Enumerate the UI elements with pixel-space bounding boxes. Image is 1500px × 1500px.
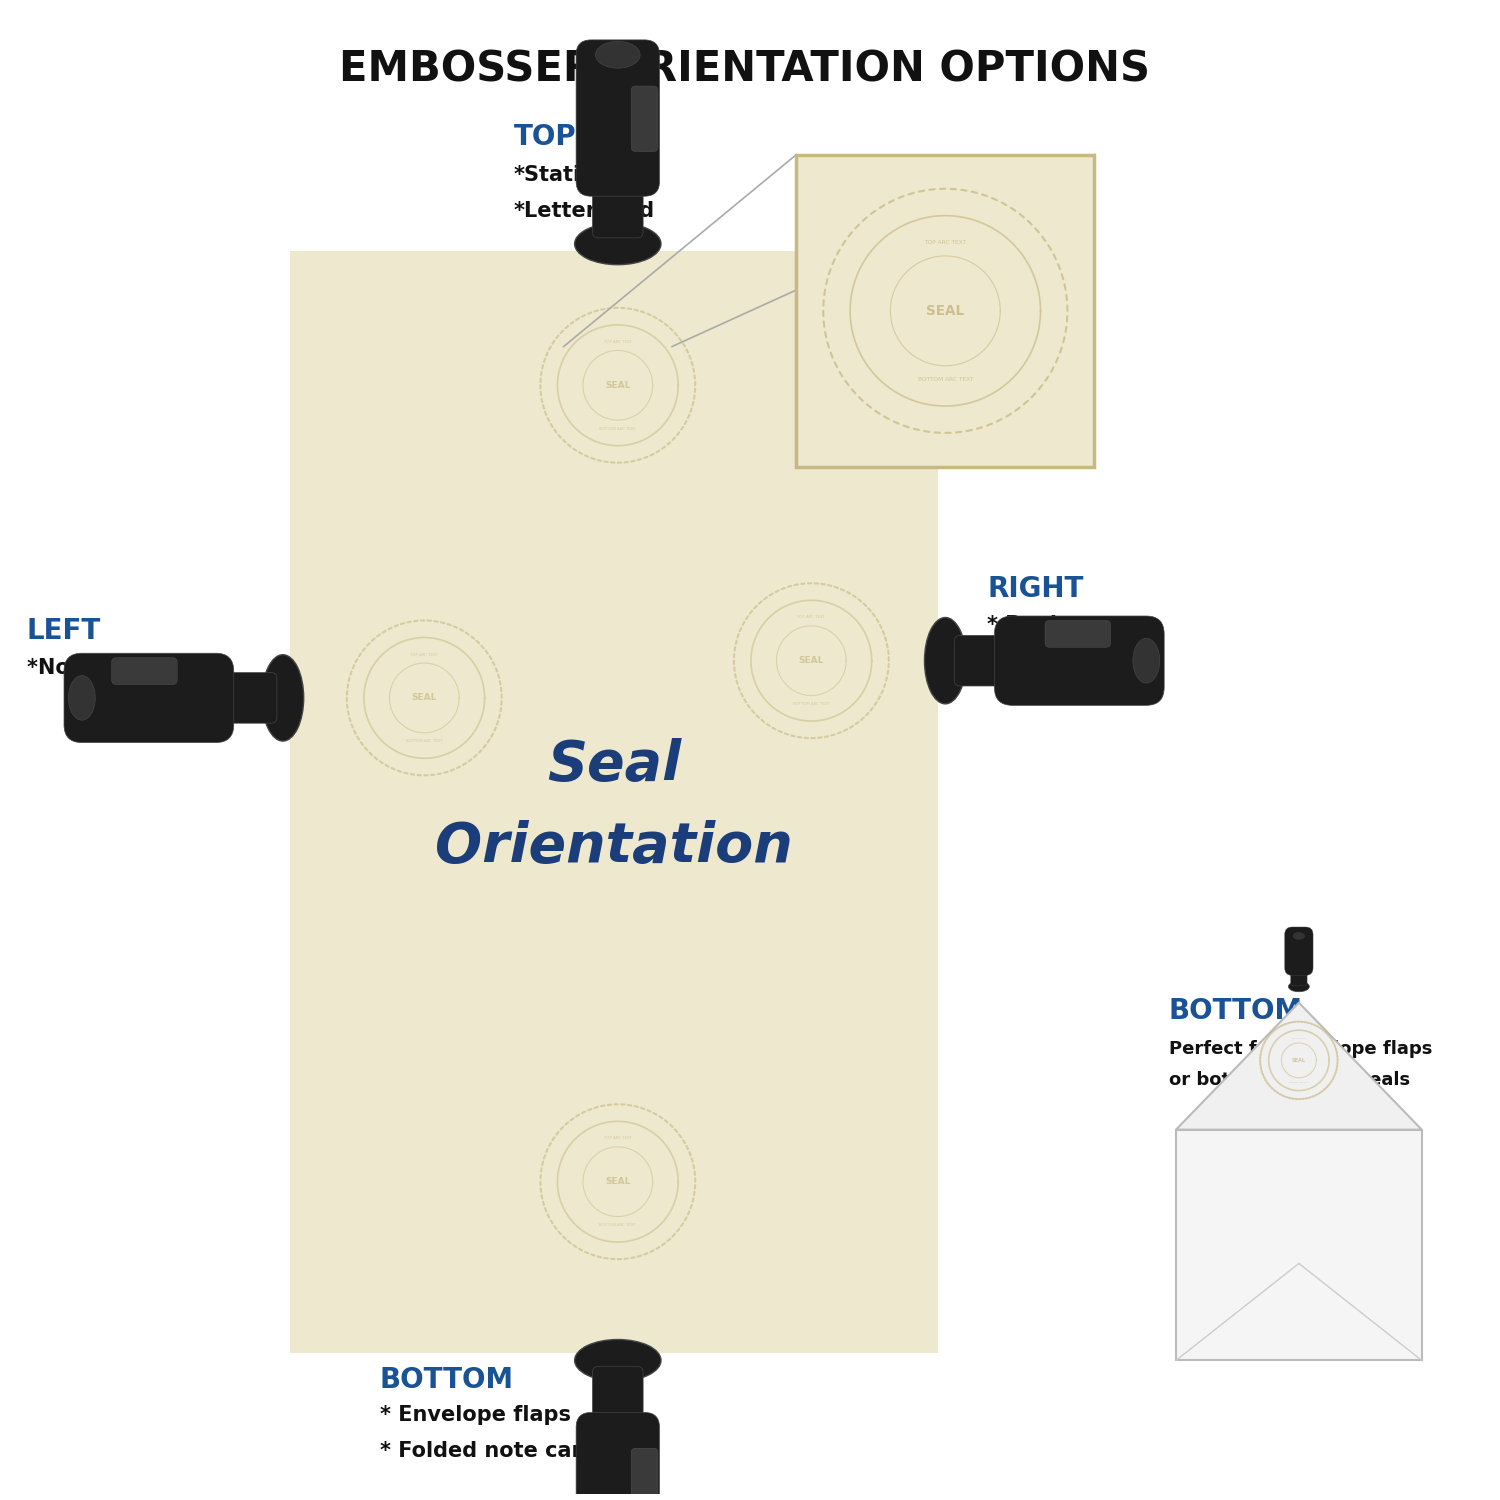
Ellipse shape (69, 675, 96, 720)
Ellipse shape (924, 618, 966, 704)
Text: BOTTOM ARC TEXT: BOTTOM ARC TEXT (406, 740, 442, 742)
Polygon shape (1176, 1002, 1422, 1130)
FancyBboxPatch shape (592, 166, 644, 238)
FancyBboxPatch shape (592, 1366, 644, 1438)
Ellipse shape (574, 1340, 662, 1382)
Text: LEFT: LEFT (27, 616, 100, 645)
Text: TOP ARC TEXT: TOP ARC TEXT (924, 240, 966, 244)
FancyBboxPatch shape (632, 1448, 658, 1500)
Text: TOP ARC TEXT: TOP ARC TEXT (604, 1137, 631, 1140)
Text: Perfect for envelope flaps: Perfect for envelope flaps (1168, 1040, 1432, 1058)
Text: SEAL: SEAL (411, 693, 436, 702)
FancyBboxPatch shape (206, 672, 278, 723)
Ellipse shape (574, 224, 662, 264)
Text: BOTTOM: BOTTOM (1168, 996, 1304, 1024)
Ellipse shape (1132, 639, 1160, 682)
Text: SEAL: SEAL (1292, 1058, 1306, 1064)
Text: *Not Common: *Not Common (27, 658, 189, 678)
Text: * Envelope flaps: * Envelope flaps (380, 1406, 570, 1425)
Ellipse shape (1293, 933, 1305, 939)
Text: *Stationery: *Stationery (513, 165, 648, 186)
FancyBboxPatch shape (632, 86, 658, 152)
Text: * Book page: * Book page (987, 615, 1130, 634)
FancyBboxPatch shape (1290, 963, 1306, 986)
Text: TOP: TOP (513, 123, 576, 150)
FancyBboxPatch shape (954, 636, 1023, 686)
Ellipse shape (1288, 981, 1310, 992)
FancyBboxPatch shape (796, 154, 1094, 466)
Text: EMBOSSER ORIENTATION OPTIONS: EMBOSSER ORIENTATION OPTIONS (339, 48, 1150, 90)
FancyBboxPatch shape (291, 252, 938, 1353)
FancyBboxPatch shape (1284, 927, 1312, 975)
Text: BOTTOM ARC TEXT: BOTTOM ARC TEXT (918, 376, 974, 381)
FancyBboxPatch shape (576, 1413, 660, 1500)
Text: BOTTOM ARC TEXT: BOTTOM ARC TEXT (600, 1222, 636, 1227)
FancyBboxPatch shape (111, 657, 177, 684)
Text: TOP ARC TEXT: TOP ARC TEXT (604, 340, 631, 344)
Text: BOTTOM ARC TEXT: BOTTOM ARC TEXT (794, 702, 830, 706)
Text: Seal: Seal (548, 738, 681, 792)
Text: BOTTOM: BOTTOM (380, 1365, 513, 1394)
Text: BOTTOM ARC TEXT: BOTTOM ARC TEXT (600, 426, 636, 430)
Text: SEAL: SEAL (927, 304, 964, 318)
Text: RIGHT: RIGHT (987, 574, 1083, 603)
Ellipse shape (262, 654, 303, 741)
FancyBboxPatch shape (1176, 1130, 1422, 1360)
Text: or bottom of page seals: or bottom of page seals (1168, 1071, 1410, 1089)
Text: SEAL: SEAL (604, 1178, 630, 1186)
Text: TOP ARC TEXT: TOP ARC TEXT (798, 615, 825, 620)
Text: *Letterhead: *Letterhead (513, 201, 654, 220)
Text: SEAL: SEAL (798, 656, 824, 664)
FancyBboxPatch shape (1046, 621, 1110, 648)
Text: * Folded note cards: * Folded note cards (380, 1442, 609, 1461)
Text: Orientation: Orientation (435, 821, 794, 874)
Ellipse shape (596, 42, 640, 68)
FancyBboxPatch shape (64, 652, 234, 742)
Text: SEAL: SEAL (604, 381, 630, 390)
FancyBboxPatch shape (994, 616, 1164, 705)
FancyBboxPatch shape (576, 40, 660, 196)
Text: TOP ARC TEXT: TOP ARC TEXT (411, 652, 438, 657)
